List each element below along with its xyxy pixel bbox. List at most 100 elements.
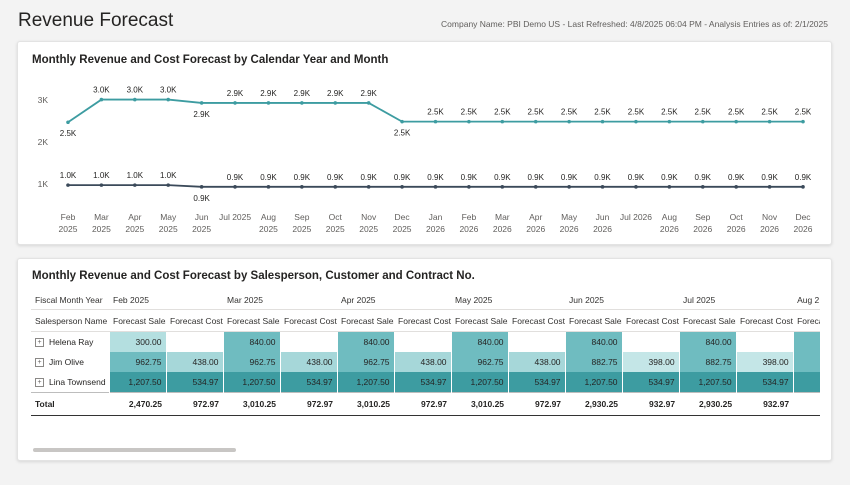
forecast-sales-cell[interactable]: 882.75: [678, 352, 737, 372]
forecast-costs-cell[interactable]: 534.97: [393, 372, 452, 393]
data-point: [467, 185, 471, 189]
x-tick-label-year: 2025: [59, 224, 78, 234]
page-title: Revenue Forecast: [18, 10, 174, 31]
forecast-costs-cell[interactable]: [621, 331, 680, 352]
forecast-costs-header[interactable]: Forecast Costs: [622, 309, 680, 332]
data-label: 0.9K: [327, 173, 344, 182]
forecast-costs-header[interactable]: Forecast Costs: [508, 309, 566, 332]
forecast-costs-header[interactable]: Forecast Costs: [394, 309, 452, 332]
matrix-row[interactable]: + Helena Ray 300.00 840.00 840.00 840.00 840.0…: [31, 331, 820, 353]
data-point: [199, 101, 204, 105]
salesperson-row-label[interactable]: + Lina Townsend: [31, 372, 109, 393]
forecast-costs-cell[interactable]: 438.00: [393, 352, 452, 372]
forecast-costs-cell[interactable]: 438.00: [507, 352, 566, 372]
data-label: 2.9K: [193, 110, 210, 119]
x-tick-label-year: 2025: [259, 224, 278, 234]
forecast-sales-cell[interactable]: 962.75: [450, 352, 509, 372]
month-column-header[interactable]: Feb 2025: [109, 290, 224, 310]
forecast-sales-cell[interactable]: 840.00: [564, 331, 623, 352]
forecast-costs-header[interactable]: Forecast Costs: [736, 309, 794, 332]
forecast-sales-cell[interactable]: [792, 372, 820, 393]
salesperson-row-label[interactable]: + Helena Ray: [31, 332, 109, 353]
x-tick-label: Aug: [662, 212, 677, 222]
fiscal-month-year-header[interactable]: Fiscal Month Year: [31, 290, 109, 310]
forecast-costs-cell[interactable]: [279, 331, 338, 352]
data-point: [166, 97, 171, 102]
forecast-sales-cell[interactable]: 962.75: [336, 352, 395, 372]
data-point: [266, 101, 271, 105]
forecast-costs-cell[interactable]: 438.00: [279, 352, 338, 372]
forecast-costs-cell[interactable]: [165, 331, 224, 352]
forecast-sales-cell[interactable]: 1,207.50: [678, 372, 737, 393]
forecast-sales-cell[interactable]: [792, 352, 820, 372]
forecast-sales-header[interactable]: Forecast Sales: [109, 309, 166, 332]
expand-icon[interactable]: +: [35, 338, 44, 348]
forecast-costs-cell[interactable]: 534.97: [279, 372, 338, 393]
forecast-costs-cell[interactable]: 438.00: [165, 352, 224, 372]
forecast-costs-header[interactable]: Forecast Costs: [280, 309, 338, 332]
forecast-costs-cell[interactable]: [507, 331, 566, 352]
horizontal-scrollbar[interactable]: [33, 448, 236, 452]
forecast-costs-cell[interactable]: 398.00: [735, 352, 794, 372]
month-column-header[interactable]: Jul 2025: [679, 290, 794, 310]
forecast-costs-cell[interactable]: 534.97: [735, 372, 794, 393]
line-chart-visual[interactable]: Monthly Revenue and Cost Forecast by Cal…: [17, 41, 832, 245]
matrix-row[interactable]: + Lina Townsend 1,207.50 534.97 1,207.50 534.…: [31, 372, 820, 393]
data-label: 2.5K: [60, 129, 77, 138]
salesperson-name-header[interactable]: Salesperson Name: [31, 309, 109, 332]
data-label: 2.5K: [728, 108, 745, 117]
forecast-costs-header[interactable]: Forecast Costs: [166, 309, 224, 332]
forecast-sales-cell[interactable]: 962.75: [222, 352, 281, 372]
forecast-sales-cell[interactable]: 1,207.50: [450, 372, 509, 393]
forecast-sales-cell[interactable]: 1,207.50: [336, 372, 395, 393]
forecast-sales-header[interactable]: Forecast Sales: [679, 309, 737, 332]
data-label: 1.0K: [127, 171, 144, 180]
total-sales-cell: 2,930.25: [679, 392, 737, 416]
line-chart-svg[interactable]: 1K 2K 3K Feb 2025 Mar 2025 Apr 2025 May 2025 Jun 202…: [18, 42, 831, 244]
data-point: [99, 183, 104, 187]
data-label: 2.9K: [227, 89, 244, 98]
month-column-header[interactable]: Mar 2025: [223, 290, 338, 310]
data-label: 2.5K: [661, 108, 678, 117]
x-tick-label: Sep: [294, 212, 309, 222]
forecast-sales-header[interactable]: Forecast Sales: [337, 309, 395, 332]
matrix-row[interactable]: + Jim Olive 962.75 438.00 962.75 438.00 962.75…: [31, 352, 820, 372]
forecast-costs-cell[interactable]: 534.97: [507, 372, 566, 393]
forecast-sales-cell[interactable]: 840.00: [222, 331, 281, 352]
forecast-costs-cell[interactable]: [393, 331, 452, 352]
expand-icon[interactable]: +: [35, 358, 44, 368]
matrix-grid[interactable]: Fiscal Month Year Feb 2025 Mar 2025 Apr 202…: [31, 290, 820, 420]
forecast-costs-cell[interactable]: 534.97: [165, 372, 224, 393]
forecast-sales-cell[interactable]: 300.00: [108, 331, 166, 352]
salesperson-row-label[interactable]: + Jim Olive: [31, 352, 109, 372]
forecast-costs-cell[interactable]: 398.00: [621, 352, 680, 372]
forecast-sales-cell[interactable]: 1,207.50: [564, 372, 623, 393]
matrix-visual[interactable]: Monthly Revenue and Cost Forecast by Sal…: [17, 258, 832, 461]
forecast-sales-cell[interactable]: [792, 331, 820, 352]
data-point: [667, 185, 672, 189]
forecast-sales-cell[interactable]: 840.00: [678, 331, 737, 352]
forecast-sales-cell[interactable]: 882.75: [564, 352, 623, 372]
forecast-sales-header[interactable]: Forecast Sales: [451, 309, 509, 332]
data-point: [133, 183, 137, 187]
month-column-header[interactable]: May 2025: [451, 290, 566, 310]
forecast-sales-cell[interactable]: 840.00: [450, 331, 509, 352]
x-tick-label: Feb: [462, 212, 477, 222]
forecast-sales-cell[interactable]: 1,207.50: [108, 372, 166, 393]
data-point: [433, 185, 438, 189]
forecast-costs-cell[interactable]: 534.97: [621, 372, 680, 393]
forecast-sales-cell[interactable]: 1,207.50: [222, 372, 281, 393]
month-column-header[interactable]: Apr 2025: [337, 290, 452, 310]
forecast-sales-header[interactable]: Forecast Sales: [565, 309, 623, 332]
data-label: 1.0K: [160, 171, 177, 180]
forecast-sales-header[interactable]: Forecast Sales: [223, 309, 281, 332]
month-column-header[interactable]: Aug 2: [793, 290, 820, 310]
forecast-sales-cell[interactable]: 962.75: [108, 352, 166, 372]
forecast-sales-cell[interactable]: 840.00: [336, 331, 395, 352]
forecast-sales-header[interactable]: Forecast Sales: [793, 309, 820, 332]
month-column-header[interactable]: Jun 2025: [565, 290, 680, 310]
data-point: [400, 185, 404, 189]
forecast-costs-cell[interactable]: [735, 331, 794, 352]
data-point: [600, 119, 605, 124]
expand-icon[interactable]: +: [35, 378, 44, 388]
